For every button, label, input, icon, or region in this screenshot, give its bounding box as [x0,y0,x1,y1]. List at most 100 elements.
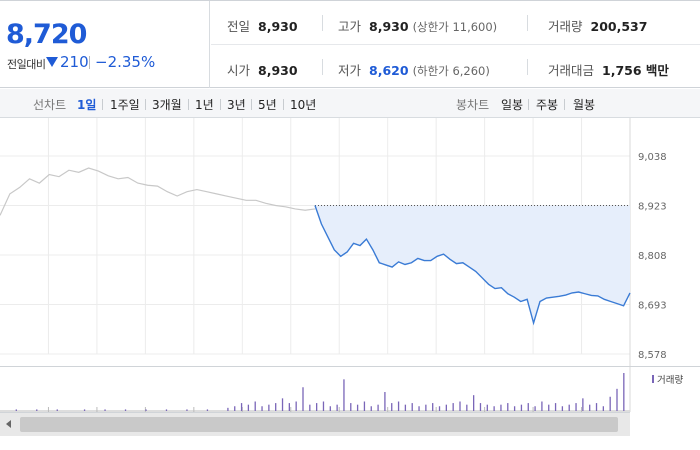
volume-bar [145,409,147,411]
volume-bar [295,401,297,411]
volume-bar [227,407,229,411]
stat-volume: 거래량 200,537 [548,16,647,35]
tab-separator [145,99,146,110]
volume-bar [418,406,420,411]
stats-col-divider [527,15,528,31]
stat-label: 전일 [227,19,251,34]
quote-header: 8,720 전일대비 210 −2.35% 전일 8,930 고가 8,930 (상한… [0,0,700,88]
volume-bar [288,403,290,411]
y-tick-label: 8,693 [638,301,667,312]
volume-bar [438,406,441,411]
y-tick-label: 8,923 [638,202,667,213]
line-chart-label: 선차트 [33,98,67,112]
tab-3month[interactable]: 3개월 [152,98,182,112]
volume-bar [36,409,38,411]
volume-bar [452,403,454,411]
volume-bar [247,404,250,411]
stat-value: 200,537 [590,19,648,34]
stat-value: 8,930 [369,19,409,34]
volume-bar [473,395,475,411]
y-tick-label: 8,578 [638,350,667,361]
tab-5year[interactable]: 5년 [258,98,277,112]
tab-daily[interactable]: 일봉 [501,98,524,112]
volume-bar [548,404,550,411]
volume-bar [486,404,488,411]
volume-bar [527,403,529,411]
candle-chart-label: 봉차트 [456,98,490,112]
volume-bar [15,409,17,411]
volume-bar [56,409,58,411]
volume-bar [582,398,584,411]
volume-bar [124,409,127,411]
volume-bar [623,373,625,411]
footer-space [0,436,700,450]
series-prev-day-line [0,167,316,216]
volume-chart: 거래량 [0,366,700,412]
tab-separator [188,99,189,110]
tab-monthly[interactable]: 월봉 [573,98,596,112]
volume-bar [445,404,447,411]
tab-separator [283,99,284,110]
volume-bar [377,404,379,411]
volume-bar [609,396,611,411]
stat-value: 8,930 [258,63,298,78]
volume-bar [234,406,236,411]
stat-value: 8,620 [369,63,409,78]
volume-bar [316,403,318,411]
volume-bar [534,406,536,411]
volume-bar [602,406,604,411]
stats-col-divider [322,59,323,75]
volume-chart-svg: 거래량 [0,367,683,412]
volume-bar [186,409,188,411]
chart-tabs: 선차트 1일 1주일 3개월 1년 3년 5년 10년 봉차트 일봉 주봉 월봉 [0,89,700,118]
volume-bar [541,401,543,411]
volume-bar [466,404,468,411]
scroll-left-icon[interactable] [6,420,11,428]
change-value: 210 [60,53,89,71]
tab-1week[interactable]: 1주일 [110,98,140,112]
volume-bar [336,404,338,411]
volume-bar [513,406,516,411]
stats-col-divider [527,59,528,75]
tab-separator [251,99,252,110]
change-label: 전일대비 [7,58,46,71]
tab-1year[interactable]: 1년 [195,98,214,112]
series-today-area [315,205,630,324]
volume-bar [391,403,393,411]
volume-bar [568,404,570,411]
stats-grid: 전일 8,930 고가 8,930 (상한가 11,600) 거래량 200,537 시… [211,1,700,88]
volume-bar [432,403,434,411]
stat-low: 저가 8,620 (하한가 6,260) [338,60,490,79]
volume-bar [281,398,284,411]
current-price: 8,720 [6,19,87,50]
volume-bar [254,401,256,411]
volume-bar [165,409,168,411]
volume-bar [343,379,345,411]
change-separator [89,56,90,69]
volume-legend-swatch [652,375,654,383]
volume-bar [507,403,509,411]
volume-bar [459,401,461,411]
price-chart-svg: 9,038 8,923 8,808 8,693 8,578 [0,118,667,366]
series-today-line [314,205,631,326]
volume-bar [397,401,400,411]
stat-label: 저가 [338,63,362,78]
chart-scrollbar[interactable] [0,412,630,436]
volume-bar [240,403,243,411]
change-percent: −2.35% [95,53,156,71]
volume-bar [425,404,427,411]
tab-10year[interactable]: 10년 [290,98,317,112]
stat-label: 거래대금 [548,63,595,78]
stat-prev-close: 전일 8,930 [227,16,298,35]
tab-1day[interactable]: 1일 [77,98,97,112]
stat-upper-limit: (상한가 11,600) [412,20,498,34]
y-tick-label: 9,038 [638,152,667,163]
tab-3year[interactable]: 3년 [227,98,246,112]
stats-row-divider [211,44,700,45]
volume-bar [616,388,618,411]
volume-bar [384,392,386,411]
volume-bar [575,403,577,411]
scroll-thumb[interactable] [20,417,618,432]
tab-weekly[interactable]: 주봉 [536,98,559,112]
volume-bar [595,403,598,411]
